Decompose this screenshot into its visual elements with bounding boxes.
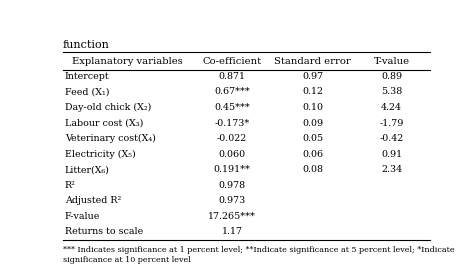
Text: Day-old chick (X₂): Day-old chick (X₂) <box>65 103 151 112</box>
Text: 0.89: 0.89 <box>381 72 402 81</box>
Text: 0.09: 0.09 <box>302 118 323 128</box>
Text: 0.973: 0.973 <box>219 196 246 205</box>
Text: F-value: F-value <box>65 212 100 221</box>
Text: function: function <box>63 40 110 50</box>
Text: Labour cost (X₃): Labour cost (X₃) <box>65 118 143 128</box>
Text: -1.79: -1.79 <box>380 118 404 128</box>
Text: 0.10: 0.10 <box>302 103 323 112</box>
Text: *** Indicates significance at 1 percent level; **Indicate significance at 5 perc: *** Indicates significance at 1 percent … <box>63 246 455 264</box>
Text: 0.12: 0.12 <box>302 87 323 97</box>
Text: 17.265***: 17.265*** <box>208 212 256 221</box>
Text: 0.871: 0.871 <box>219 72 246 81</box>
Text: 0.06: 0.06 <box>302 150 323 158</box>
Text: 0.060: 0.060 <box>219 150 246 158</box>
Text: Electricity (X₅): Electricity (X₅) <box>65 150 136 159</box>
Text: -0.022: -0.022 <box>217 134 247 143</box>
Text: 0.97: 0.97 <box>302 72 323 81</box>
Text: Standard error: Standard error <box>274 57 351 66</box>
Text: 0.45***: 0.45*** <box>214 103 250 112</box>
Text: 0.978: 0.978 <box>219 181 246 190</box>
Text: T-value: T-value <box>374 57 410 66</box>
Text: 0.08: 0.08 <box>302 165 323 174</box>
Text: Explanatory variables: Explanatory variables <box>72 57 182 66</box>
Text: 5.38: 5.38 <box>381 87 402 97</box>
Text: Co-efficient: Co-efficient <box>202 57 262 66</box>
Text: 4.24: 4.24 <box>381 103 402 112</box>
Text: Returns to scale: Returns to scale <box>65 227 143 236</box>
Text: R²: R² <box>65 181 76 190</box>
Text: Veterinary cost(X₄): Veterinary cost(X₄) <box>65 134 155 143</box>
Text: 0.05: 0.05 <box>302 134 323 143</box>
Text: Adjusted R²: Adjusted R² <box>65 196 121 205</box>
Text: 0.91: 0.91 <box>381 150 402 158</box>
Text: 1.17: 1.17 <box>221 227 242 236</box>
Text: Intercept: Intercept <box>65 72 109 81</box>
Text: Litter(X₆): Litter(X₆) <box>65 165 109 174</box>
Text: 0.67***: 0.67*** <box>214 87 250 97</box>
Text: Feed (X₁): Feed (X₁) <box>65 87 109 97</box>
Text: -0.173*: -0.173* <box>214 118 249 128</box>
Text: -0.42: -0.42 <box>380 134 404 143</box>
Text: 2.34: 2.34 <box>381 165 402 174</box>
Text: 0.191**: 0.191** <box>213 165 250 174</box>
